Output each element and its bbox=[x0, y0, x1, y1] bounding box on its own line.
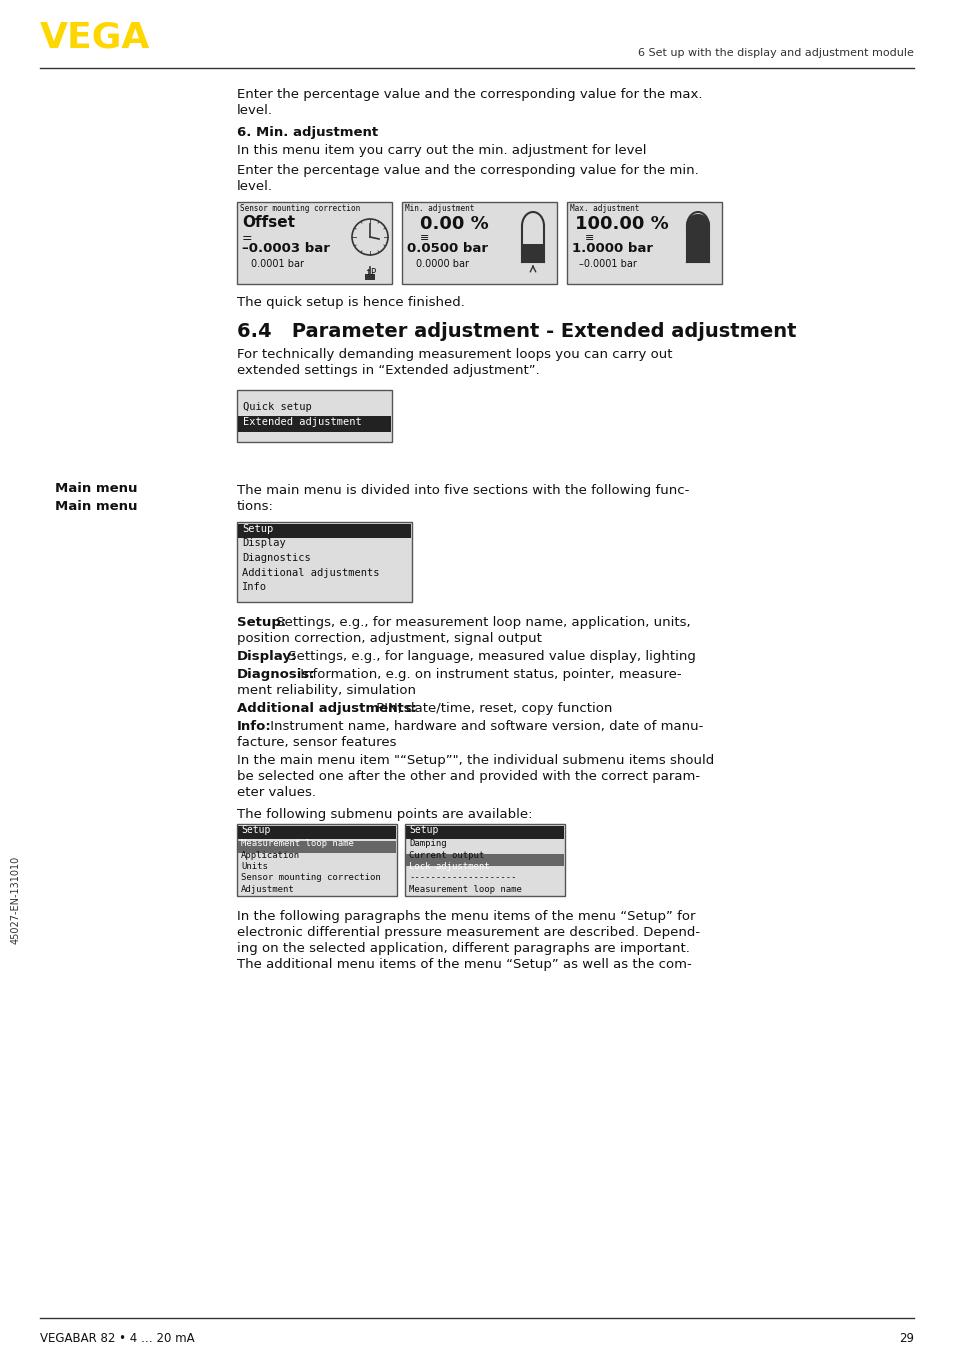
Text: Adjustment: Adjustment bbox=[241, 886, 294, 894]
Text: Additional adjustments: Additional adjustments bbox=[242, 567, 379, 578]
Text: Setup:: Setup: bbox=[236, 616, 286, 630]
Text: 6.4   Parameter adjustment - Extended adjustment: 6.4 Parameter adjustment - Extended adju… bbox=[236, 322, 796, 341]
Bar bbox=[236, 825, 396, 896]
Text: Main menu: Main menu bbox=[55, 500, 137, 513]
Bar bbox=[237, 524, 411, 538]
Bar bbox=[401, 202, 557, 284]
Text: Info: Info bbox=[242, 582, 267, 592]
Text: In the following paragraphs the menu items of the menu “Setup” for: In the following paragraphs the menu ite… bbox=[236, 910, 695, 923]
Text: Additional adjustments:: Additional adjustments: bbox=[236, 701, 416, 715]
Text: ≡: ≡ bbox=[584, 233, 594, 242]
Text: Diagnostics: Diagnostics bbox=[242, 552, 311, 563]
Wedge shape bbox=[686, 215, 708, 226]
Text: Instrument name, hardware and software version, date of manu-: Instrument name, hardware and software v… bbox=[266, 720, 703, 733]
Text: Info:: Info: bbox=[236, 720, 272, 733]
Text: ↑P: ↑P bbox=[363, 268, 375, 278]
Text: Enter the percentage value and the corresponding value for the max.: Enter the percentage value and the corre… bbox=[236, 88, 701, 102]
Bar bbox=[237, 416, 391, 432]
Text: 0.0001 bar: 0.0001 bar bbox=[251, 259, 304, 269]
Text: ment reliability, simulation: ment reliability, simulation bbox=[236, 684, 416, 697]
Text: extended settings in “Extended adjustment”.: extended settings in “Extended adjustmen… bbox=[236, 364, 539, 376]
Text: Extended adjustment: Extended adjustment bbox=[243, 417, 361, 427]
Text: PIN, date/time, reset, copy function: PIN, date/time, reset, copy function bbox=[372, 701, 612, 715]
Text: electronic differential pressure measurement are described. Depend-: electronic differential pressure measure… bbox=[236, 926, 700, 940]
Text: Setup: Setup bbox=[242, 524, 273, 533]
Text: Enter the percentage value and the corresponding value for the min.: Enter the percentage value and the corre… bbox=[236, 164, 698, 177]
Text: Measurement loop name: Measurement loop name bbox=[409, 886, 521, 894]
Text: level.: level. bbox=[236, 180, 273, 194]
Text: ≡: ≡ bbox=[419, 233, 429, 242]
Text: Setup: Setup bbox=[409, 825, 438, 835]
Text: 45027-EN-131010: 45027-EN-131010 bbox=[11, 856, 21, 944]
Text: Diagnosis:: Diagnosis: bbox=[236, 668, 315, 681]
Text: Offset: Offset bbox=[242, 215, 294, 230]
Text: VEGA: VEGA bbox=[40, 22, 151, 56]
Text: 100.00 %: 100.00 % bbox=[575, 215, 668, 233]
Text: The quick setup is hence finished.: The quick setup is hence finished. bbox=[236, 297, 464, 309]
Text: Damping: Damping bbox=[409, 839, 446, 848]
Text: Max. adjustment: Max. adjustment bbox=[569, 204, 639, 213]
Text: 1.0000 bar: 1.0000 bar bbox=[572, 242, 652, 255]
Text: Settings, e.g., for language, measured value display, lighting: Settings, e.g., for language, measured v… bbox=[284, 650, 696, 663]
Bar bbox=[406, 854, 563, 867]
Bar bbox=[686, 226, 708, 263]
Text: 0.0500 bar: 0.0500 bar bbox=[407, 242, 488, 255]
Text: ing on the selected application, different paragraphs are important.: ing on the selected application, differe… bbox=[236, 942, 689, 955]
Text: The following submenu points are available:: The following submenu points are availab… bbox=[236, 808, 532, 821]
Text: Application: Application bbox=[241, 850, 300, 860]
Text: Sensor mounting correction: Sensor mounting correction bbox=[240, 204, 360, 213]
Text: Measurement loop name: Measurement loop name bbox=[241, 839, 354, 848]
Bar bbox=[237, 826, 395, 839]
Bar bbox=[406, 826, 563, 839]
Bar bbox=[237, 841, 395, 853]
Text: level.: level. bbox=[236, 104, 273, 116]
Text: In the main menu item "“Setup”", the individual submenu items should: In the main menu item "“Setup”", the ind… bbox=[236, 754, 714, 766]
Text: In this menu item you carry out the min. adjustment for level: In this menu item you carry out the min.… bbox=[236, 144, 646, 157]
Bar bbox=[365, 274, 375, 280]
Text: Settings, e.g., for measurement loop name, application, units,: Settings, e.g., for measurement loop nam… bbox=[272, 616, 690, 630]
Bar bbox=[236, 523, 412, 603]
Text: The additional menu items of the menu “Setup” as well as the com-: The additional menu items of the menu “S… bbox=[236, 959, 691, 971]
Text: Units: Units bbox=[241, 862, 268, 871]
Bar bbox=[521, 244, 543, 263]
Bar bbox=[405, 825, 564, 896]
Text: VEGABAR 82 • 4 … 20 mA: VEGABAR 82 • 4 … 20 mA bbox=[40, 1332, 194, 1345]
Text: –0.0003 bar: –0.0003 bar bbox=[242, 242, 330, 255]
Text: The main menu is divided into five sections with the following func-: The main menu is divided into five secti… bbox=[236, 483, 689, 497]
Text: tions:: tions: bbox=[236, 500, 274, 513]
Text: eter values.: eter values. bbox=[236, 787, 315, 799]
Text: =: = bbox=[242, 232, 253, 245]
Text: Information, e.g. on instrument status, pointer, measure-: Information, e.g. on instrument status, … bbox=[295, 668, 680, 681]
Text: Quick setup: Quick setup bbox=[243, 402, 312, 412]
Text: position correction, adjustment, signal output: position correction, adjustment, signal … bbox=[236, 632, 541, 645]
Text: 29: 29 bbox=[898, 1332, 913, 1345]
Text: Sensor mounting correction: Sensor mounting correction bbox=[241, 873, 380, 883]
Text: Current output: Current output bbox=[409, 850, 484, 860]
Text: –0.0001 bar: –0.0001 bar bbox=[578, 259, 637, 269]
Text: 6 Set up with the display and adjustment module: 6 Set up with the display and adjustment… bbox=[638, 47, 913, 58]
Bar bbox=[236, 390, 392, 441]
Text: --------------------: -------------------- bbox=[409, 873, 516, 883]
Text: 0.00 %: 0.00 % bbox=[419, 215, 488, 233]
Text: 0.0000 bar: 0.0000 bar bbox=[416, 259, 469, 269]
Bar bbox=[566, 202, 721, 284]
Text: facture, sensor features: facture, sensor features bbox=[236, 737, 396, 749]
Text: Min. adjustment: Min. adjustment bbox=[405, 204, 474, 213]
Text: Main menu: Main menu bbox=[55, 482, 137, 496]
Text: Display:: Display: bbox=[236, 650, 297, 663]
Text: Display: Display bbox=[242, 539, 286, 548]
Text: Setup: Setup bbox=[241, 825, 270, 835]
Text: be selected one after the other and provided with the correct param-: be selected one after the other and prov… bbox=[236, 770, 700, 783]
Text: For technically demanding measurement loops you can carry out: For technically demanding measurement lo… bbox=[236, 348, 672, 362]
Text: Lock adjustment: Lock adjustment bbox=[409, 862, 489, 871]
Bar bbox=[236, 202, 392, 284]
Text: 6. Min. adjustment: 6. Min. adjustment bbox=[236, 126, 377, 139]
